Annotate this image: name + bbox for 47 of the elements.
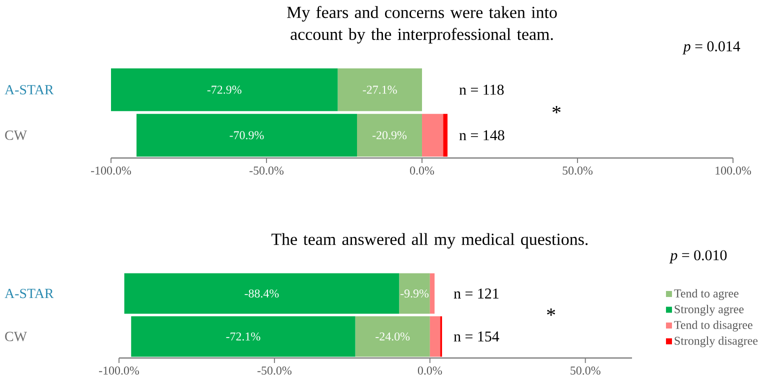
data-label: -72.9% — [207, 86, 242, 94]
text: p = 0.010 — [669, 250, 727, 264]
legend-label: Tend to disagree — [674, 320, 752, 332]
annotation: n = 118 — [459, 84, 504, 95]
bar — [399, 273, 430, 314]
data-label: -20.9% — [372, 131, 407, 140]
x-tick-label: -50.0% — [250, 166, 284, 175]
x-tick-label: -50.0% — [257, 366, 292, 375]
bar — [357, 114, 422, 157]
chart-title: The team answered all my medical questions. — [272, 233, 588, 249]
bar — [338, 68, 422, 112]
x-tick-label: 0.0% — [418, 366, 442, 375]
bar — [430, 316, 440, 357]
bar — [355, 316, 430, 357]
y-tick-label: CW — [5, 130, 27, 140]
x-tick-label: 50.0% — [570, 366, 600, 375]
data-label: -9.9% — [400, 289, 429, 298]
bar — [131, 316, 356, 357]
x-tick-label: -100.0% — [91, 166, 132, 175]
x-tick-label: 0.0% — [410, 166, 434, 175]
legend-label: Tend to agree — [674, 289, 738, 300]
data-label: -72.1% — [226, 332, 260, 341]
y-tick-label: A-STAR — [4, 85, 54, 94]
bar — [443, 114, 448, 157]
annotation: * — [552, 106, 561, 114]
data-label: -88.4% — [244, 289, 279, 298]
bar — [430, 273, 435, 314]
annotation: n = 121 — [454, 288, 498, 298]
annotation: * — [547, 308, 556, 316]
x-tick-label: 50.0% — [562, 166, 593, 175]
data-label: -27.1% — [362, 86, 397, 94]
annotation: n = 148 — [459, 130, 504, 140]
text: p = 0.014 — [682, 41, 740, 54]
y-tick-label: A-STAR — [4, 288, 54, 298]
x-tick-label: -100.0% — [99, 366, 140, 375]
bar — [124, 273, 400, 314]
annotation: n = 154 — [454, 332, 500, 342]
data-label: -24.0% — [376, 332, 410, 341]
data-label: -70.9% — [230, 131, 264, 140]
legend-label: Strongly disagree — [674, 336, 758, 348]
chart-title: My fears and concerns were taken into account by the interprofessional team. — [287, 6, 557, 44]
y-tick-label: CW — [5, 332, 27, 342]
legend-label: Strongly agree — [674, 304, 744, 316]
bar — [111, 68, 338, 112]
x-tick-label: 100.0% — [716, 166, 752, 175]
bar — [136, 114, 358, 157]
bar — [422, 114, 444, 157]
